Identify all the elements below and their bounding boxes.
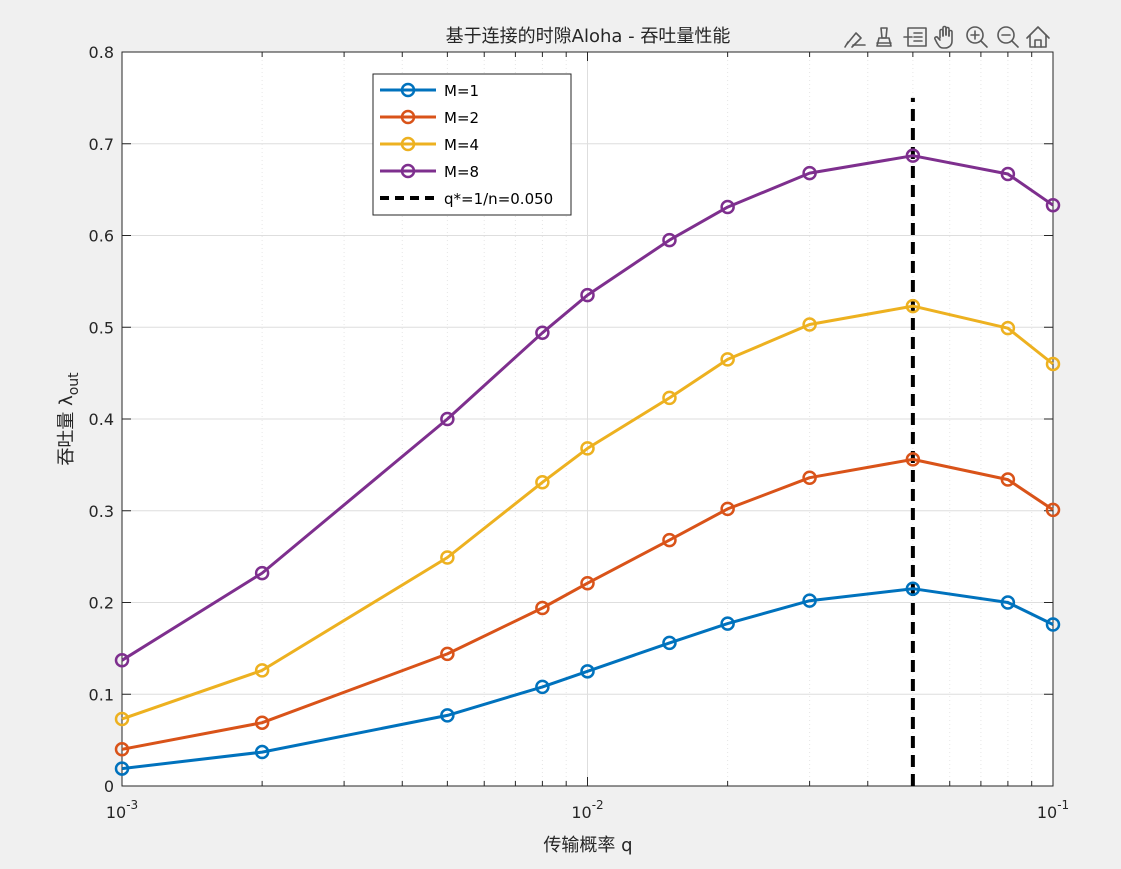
data-point bbox=[580, 575, 595, 591]
data-point bbox=[720, 352, 735, 367]
data-point bbox=[662, 390, 677, 406]
axes-toolbar bbox=[842, 24, 1051, 50]
x-tick-label-exponent: -1 bbox=[1057, 798, 1069, 812]
data-point bbox=[905, 452, 921, 467]
y-tick-label: 0.3 bbox=[89, 502, 114, 521]
pan-hand-icon[interactable] bbox=[934, 24, 960, 50]
grid-lines bbox=[122, 52, 1053, 786]
data-point bbox=[440, 646, 455, 662]
x-tick-label: 10-2 bbox=[571, 798, 603, 822]
legend-marker bbox=[400, 82, 416, 98]
y-tick-label: 0.4 bbox=[89, 410, 114, 429]
data-point bbox=[580, 664, 595, 679]
data-point bbox=[1045, 617, 1061, 632]
series-line-M=2 bbox=[121, 457, 1054, 751]
home-restore-icon[interactable] bbox=[1025, 24, 1051, 50]
zoom-out-icon[interactable] bbox=[994, 24, 1020, 50]
data-point bbox=[1000, 472, 1016, 487]
data-point bbox=[114, 711, 130, 727]
y-tick-label: 0.6 bbox=[89, 227, 114, 246]
zoom-in-icon[interactable] bbox=[963, 24, 989, 50]
data-point bbox=[254, 565, 270, 581]
x-tick-label-base: 10 bbox=[571, 803, 591, 822]
data-point bbox=[905, 581, 921, 596]
data-point bbox=[720, 616, 735, 631]
y-tick-label: 0.2 bbox=[89, 594, 114, 613]
data-point bbox=[535, 600, 550, 616]
data-point bbox=[720, 501, 735, 517]
data-point bbox=[254, 663, 270, 678]
plot-area bbox=[114, 97, 1061, 786]
legend-label: M=4 bbox=[444, 136, 479, 154]
data-point bbox=[114, 742, 130, 757]
axis-ticks: 00.10.20.30.40.50.60.70.810-3 10-2 10-1 bbox=[89, 43, 1070, 822]
data-point bbox=[580, 287, 595, 303]
legend-label: M=2 bbox=[444, 109, 479, 127]
chart-title: 基于连接的时隙Aloha - 吞吐量性能 bbox=[446, 26, 731, 47]
data-point bbox=[802, 470, 817, 485]
data-point bbox=[720, 199, 735, 215]
data-point bbox=[440, 708, 455, 723]
series-line-M=1 bbox=[121, 587, 1054, 771]
x-tick-label: 10-1 bbox=[1037, 798, 1069, 822]
x-tick-label: 10-3 bbox=[106, 798, 138, 822]
legend-marker bbox=[400, 163, 416, 179]
data-point bbox=[1000, 320, 1016, 336]
legend-label: M=8 bbox=[444, 163, 479, 181]
data-point bbox=[802, 593, 817, 608]
data-point bbox=[1045, 356, 1061, 372]
data-point bbox=[580, 441, 595, 456]
data-point bbox=[662, 232, 677, 248]
data-point bbox=[254, 715, 270, 730]
data-point bbox=[440, 411, 455, 427]
y-axis-title-main: 吞吐量 λ bbox=[56, 395, 77, 466]
data-point bbox=[114, 761, 130, 776]
y-tick-label: 0.7 bbox=[89, 135, 114, 154]
x-tick-label-base: 10 bbox=[106, 803, 126, 822]
legend-marker bbox=[400, 136, 416, 152]
legend-label: q*=1/n=0.050 bbox=[444, 190, 553, 208]
data-point bbox=[535, 679, 550, 695]
data-point bbox=[905, 298, 921, 314]
series-line-M=4 bbox=[121, 304, 1054, 721]
data-point bbox=[802, 165, 817, 181]
data-point bbox=[802, 317, 817, 332]
data-cursor-icon[interactable] bbox=[903, 24, 929, 50]
data-point bbox=[1045, 197, 1061, 213]
data-point bbox=[1000, 595, 1016, 610]
data-point bbox=[1045, 502, 1061, 518]
data-point bbox=[1000, 166, 1016, 182]
brush-icon[interactable] bbox=[842, 24, 868, 50]
y-axis-title-subscript: out bbox=[66, 372, 82, 395]
legend-marker bbox=[400, 109, 416, 125]
data-point bbox=[254, 744, 270, 760]
y-tick-label: 0.1 bbox=[89, 685, 114, 704]
x-tick-label-exponent: -2 bbox=[592, 798, 604, 812]
x-tick-label-base: 10 bbox=[1037, 803, 1057, 822]
data-point bbox=[662, 532, 677, 548]
legend-label: M=1 bbox=[444, 82, 479, 100]
data-point bbox=[662, 635, 677, 651]
series-line-M=8 bbox=[121, 154, 1054, 662]
data-tips-icon[interactable] bbox=[871, 24, 897, 50]
data-point bbox=[440, 550, 455, 565]
legend[interactable]: M=1 M=2 M=4 M=8 q*=1/n=0.050 bbox=[372, 73, 572, 216]
y-axis-title: 吞吐量 λout bbox=[56, 372, 82, 466]
y-tick-label: 0.8 bbox=[89, 43, 114, 62]
x-tick-label-exponent: -3 bbox=[126, 798, 138, 812]
data-point bbox=[905, 148, 921, 163]
x-axis-title: 传输概率 q bbox=[543, 835, 632, 856]
data-point bbox=[114, 653, 130, 668]
y-tick-label: 0 bbox=[104, 777, 114, 796]
y-tick-label: 0.5 bbox=[89, 318, 114, 337]
data-point bbox=[535, 475, 550, 490]
data-point bbox=[535, 325, 550, 341]
